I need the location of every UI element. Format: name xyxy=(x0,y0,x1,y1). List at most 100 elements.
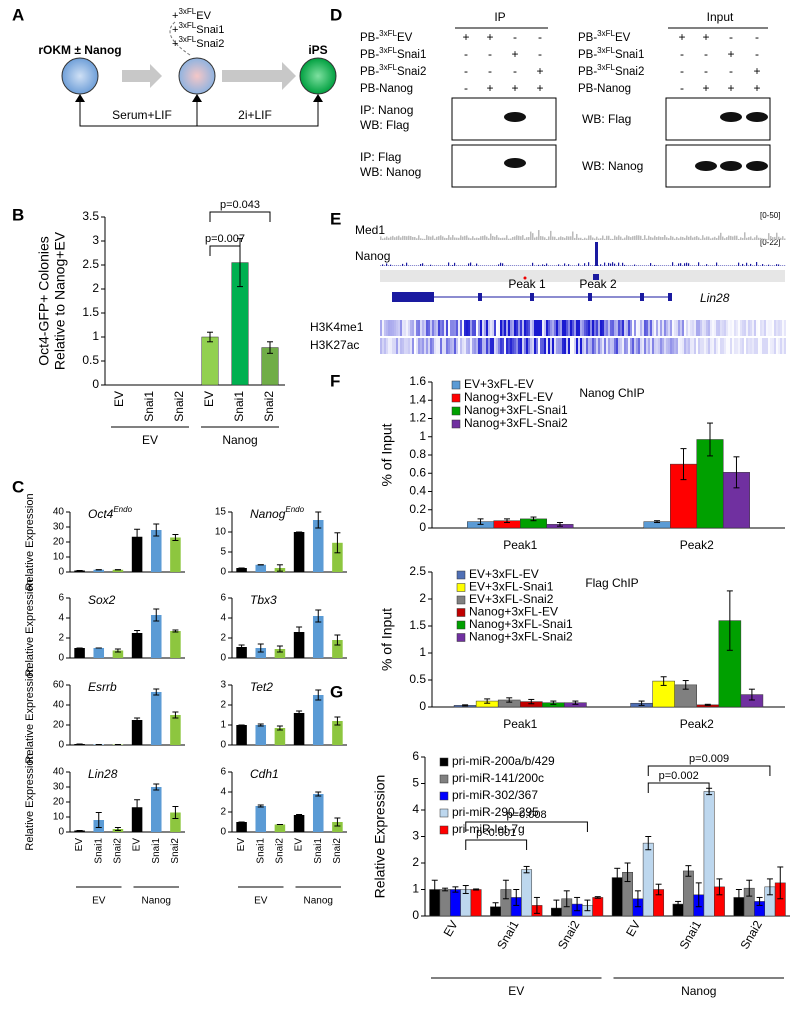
y-tick-label: 1 xyxy=(419,429,426,443)
signal xyxy=(498,264,500,266)
signal xyxy=(778,264,780,266)
heat xyxy=(732,320,734,336)
heat xyxy=(718,338,720,354)
heat xyxy=(456,338,458,354)
signal xyxy=(526,237,528,240)
heat xyxy=(674,320,676,336)
heat xyxy=(490,338,492,354)
heat xyxy=(668,320,670,336)
signal xyxy=(418,265,420,266)
legend-label: EV+3xFL-EV xyxy=(464,377,534,391)
sign: - xyxy=(464,64,468,78)
heat xyxy=(686,338,688,354)
heat xyxy=(608,338,610,354)
heat xyxy=(634,320,636,336)
signal xyxy=(720,232,722,240)
heat xyxy=(590,338,592,354)
chart-title: Lin28 xyxy=(88,767,118,781)
signal xyxy=(404,235,406,240)
heat xyxy=(660,320,662,336)
error-bar xyxy=(572,700,579,705)
signal xyxy=(688,263,690,266)
group-label: EV xyxy=(142,433,158,447)
heat xyxy=(424,338,426,354)
heat xyxy=(534,320,536,336)
heat xyxy=(682,338,684,354)
error-bar xyxy=(556,522,563,527)
heat xyxy=(594,320,596,336)
error-bar xyxy=(695,882,702,908)
signal xyxy=(456,265,458,266)
y-tick-label: 2 xyxy=(58,633,64,644)
track-label: Nanog xyxy=(355,249,390,263)
signal xyxy=(424,265,426,266)
signal xyxy=(462,236,464,240)
error-bar xyxy=(114,827,121,831)
heat xyxy=(454,338,456,354)
y-tick-label: 3.5 xyxy=(82,209,99,223)
signal xyxy=(476,263,478,266)
chart-title: Tet2 xyxy=(250,680,273,694)
error-bar xyxy=(726,590,733,651)
bracket xyxy=(647,765,771,776)
bar xyxy=(236,568,247,572)
band xyxy=(720,161,742,171)
heat xyxy=(450,338,452,354)
signal xyxy=(688,236,690,240)
heat xyxy=(582,338,584,354)
heat xyxy=(502,338,504,354)
heat xyxy=(464,338,466,354)
heat xyxy=(438,320,440,336)
x-tick-label: Snai1 xyxy=(494,918,522,952)
signal xyxy=(694,236,696,240)
heat xyxy=(426,338,428,354)
signal xyxy=(626,265,628,266)
error-bar xyxy=(645,836,652,851)
signal xyxy=(520,265,522,266)
heat xyxy=(690,320,692,336)
heat xyxy=(532,338,534,354)
condition-label: PB-3xFLSnai1 xyxy=(360,46,426,61)
error-bar xyxy=(276,564,283,572)
x-tick-label: Snai2 xyxy=(332,838,343,864)
signal xyxy=(560,265,562,266)
signal xyxy=(592,265,594,266)
heat xyxy=(592,320,594,336)
error-bar xyxy=(748,688,755,701)
heat xyxy=(386,320,388,336)
signal xyxy=(734,265,736,266)
heat xyxy=(432,320,434,336)
sign: + xyxy=(511,81,518,95)
blot-label: WB: Flag xyxy=(360,118,409,132)
signal xyxy=(708,265,710,266)
sign: + xyxy=(678,30,685,44)
heat xyxy=(390,320,392,336)
heat xyxy=(514,320,516,336)
y-axis-label: Relative Expression xyxy=(24,666,36,763)
signal xyxy=(750,263,752,266)
signal xyxy=(394,265,396,266)
error-bar xyxy=(114,648,121,653)
y-tick-label: 6 xyxy=(220,593,226,604)
signal xyxy=(680,263,682,266)
signal xyxy=(636,235,638,240)
heat xyxy=(598,320,600,336)
signal xyxy=(678,263,680,266)
signal xyxy=(486,236,488,240)
heat xyxy=(560,320,562,336)
y-tick-label: 2.5 xyxy=(82,257,99,271)
heat xyxy=(472,320,474,336)
signal xyxy=(738,238,740,240)
error-bar xyxy=(624,862,631,883)
signal xyxy=(512,265,514,266)
heat xyxy=(528,320,530,336)
superscript: 3xFL xyxy=(379,63,397,72)
superscript: 3xFL xyxy=(178,35,196,44)
heat xyxy=(500,320,502,336)
superscript: 3xFL xyxy=(597,29,615,38)
exon xyxy=(640,293,644,301)
heat xyxy=(398,338,400,354)
signal xyxy=(390,264,392,266)
heat xyxy=(566,338,568,354)
heat xyxy=(648,338,650,354)
